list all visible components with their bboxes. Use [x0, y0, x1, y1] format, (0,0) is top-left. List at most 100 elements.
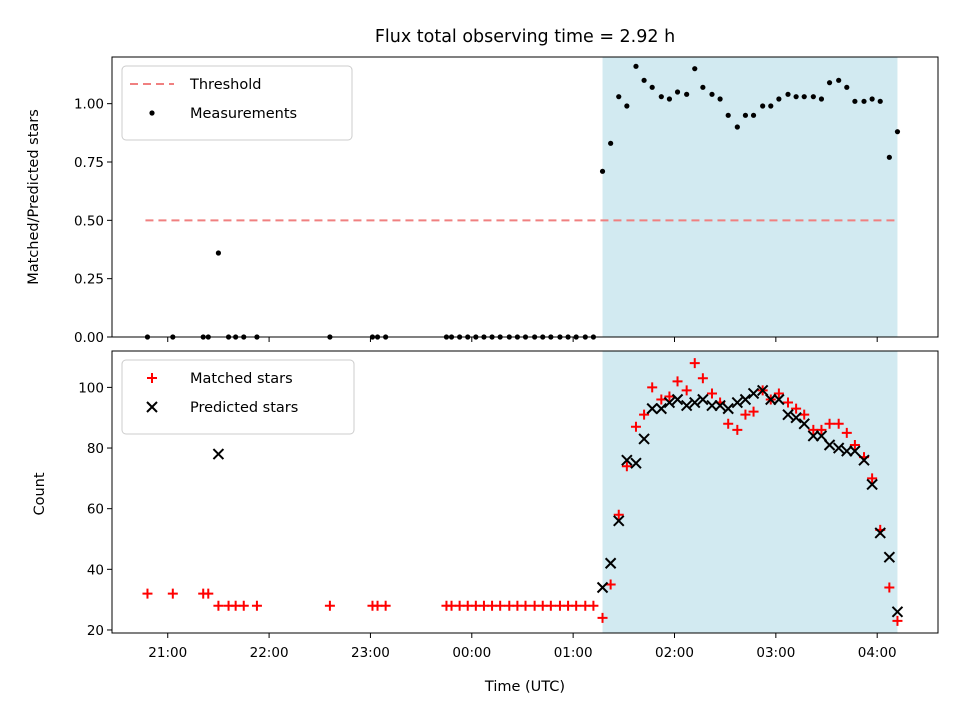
- matched-star-point: [706, 388, 717, 399]
- matched-star-point: [597, 612, 608, 623]
- y-tick-label: 100: [78, 380, 104, 396]
- legend-label-measurements: Measurements: [190, 106, 297, 122]
- matched-star-point: [681, 385, 692, 396]
- predicted-star-point: [823, 439, 836, 451]
- matched-star-point: [213, 600, 224, 611]
- predicted-star-point: [739, 393, 752, 406]
- x-tick-label: 01:00: [554, 645, 593, 661]
- measurement-point: [760, 103, 766, 109]
- measurement-point: [692, 66, 698, 72]
- bottom-x-axis-label: Time (UTC): [484, 679, 565, 695]
- y-tick-label: 40: [87, 562, 104, 578]
- matched-star-point: [732, 424, 743, 435]
- measurement-point: [793, 94, 799, 100]
- predicted-star-point: [596, 581, 609, 594]
- predicted-star-point: [891, 606, 904, 618]
- x-tick-label: 22:00: [250, 645, 289, 661]
- matched-star-point: [203, 588, 214, 599]
- measurement-point: [801, 94, 807, 100]
- matched-star-point: [656, 394, 667, 405]
- predicted-star-point: [706, 399, 718, 412]
- x-tick-label: 00:00: [452, 645, 491, 661]
- legend-swatch-matched-stars: [147, 373, 157, 383]
- predicted-star-point: [849, 445, 861, 457]
- matched-star-point: [630, 421, 641, 432]
- matched-star-point: [791, 403, 802, 414]
- chart-title: Flux total observing time = 2.92 h: [375, 27, 675, 47]
- matched-star-point: [867, 473, 878, 484]
- measurement-point: [641, 77, 647, 83]
- predicted-star-point: [655, 402, 668, 415]
- measurement-point: [826, 80, 833, 86]
- matched-star-point: [884, 582, 895, 593]
- measurement-point: [684, 91, 690, 97]
- predicted-star-point: [790, 412, 802, 424]
- top-y-axis-label: Matched/Predicted stars: [26, 109, 42, 285]
- measurement-point: [768, 103, 774, 109]
- matched-star-point: [647, 382, 658, 393]
- x-tick-label: 04:00: [858, 645, 897, 661]
- legend-label-predicted-stars: Predicted stars: [190, 400, 298, 416]
- x-tick-label: 23:00: [351, 645, 390, 661]
- observing-window-span: [602, 351, 898, 633]
- matched-star-point: [740, 409, 751, 420]
- y-tick-label: 0.00: [74, 330, 104, 346]
- measurement-point: [674, 89, 681, 95]
- matched-star-point: [824, 418, 835, 429]
- predicted-star-point: [747, 387, 760, 400]
- y-tick-label: 20: [87, 623, 104, 639]
- matched-star-point: [892, 615, 903, 626]
- matched-star-point: [833, 418, 844, 429]
- predicted-star-point: [782, 408, 794, 421]
- predicted-star-point: [663, 396, 676, 409]
- matched-star-point: [621, 461, 632, 472]
- predicted-star-point: [613, 515, 625, 527]
- matched-star-point: [697, 373, 708, 384]
- matched-star-point: [238, 600, 249, 611]
- measurement-point: [599, 168, 606, 174]
- measurement-point: [717, 96, 723, 102]
- bottom-panel: 20 40 60 80 100 21:00 22:00 23:00 00:00 01:00 02:…: [32, 350, 939, 695]
- measurement-point: [818, 96, 825, 102]
- measurement-point: [734, 124, 740, 130]
- matched-star-point: [605, 579, 616, 590]
- measurement-point: [877, 98, 883, 104]
- x-tick-label: 03:00: [756, 645, 795, 661]
- predicted-star-point: [722, 402, 734, 415]
- measurement-point: [700, 84, 706, 90]
- predicted-star-point: [671, 393, 684, 406]
- bottom-axes-frame: [111, 350, 939, 634]
- matched-star-point: [689, 358, 700, 369]
- matched-star-point: [495, 600, 506, 611]
- matched-star-point: [251, 600, 262, 611]
- measurement-point: [886, 154, 892, 160]
- matched-star-point: [571, 600, 582, 611]
- matched-star-point: [380, 600, 391, 611]
- bottom-y-axis: 20 40 60 80 100: [78, 380, 112, 639]
- matched-star-point: [545, 600, 556, 611]
- measurement-point: [785, 91, 791, 97]
- measurement-point: [869, 96, 875, 102]
- matched-star-point: [664, 391, 675, 402]
- predicted-star-point: [621, 454, 633, 466]
- matched-star-point: [849, 440, 860, 450]
- predicted-star-point: [815, 430, 828, 442]
- measurement-point: [649, 84, 655, 90]
- predicted-star-point: [756, 384, 769, 397]
- predicted-star-point: [212, 448, 225, 460]
- matched-star-point: [613, 509, 624, 520]
- legend-label-threshold: Threshold: [189, 77, 261, 93]
- predicted-star-point: [765, 393, 777, 406]
- predicted-star-point: [841, 445, 853, 457]
- matched-star-point: [588, 600, 599, 611]
- measurement-point: [810, 94, 816, 100]
- predicted-star-point: [638, 433, 650, 445]
- matched-star-point: [167, 588, 178, 599]
- x-tick-label: 21:00: [148, 645, 187, 661]
- top-x-axis: [167, 337, 878, 342]
- y-tick-label: 80: [87, 441, 104, 457]
- matched-star-point: [723, 418, 734, 429]
- measurement-point: [608, 140, 614, 146]
- legend-label-matched-stars: Matched stars: [190, 371, 293, 387]
- measurement-point: [844, 84, 850, 90]
